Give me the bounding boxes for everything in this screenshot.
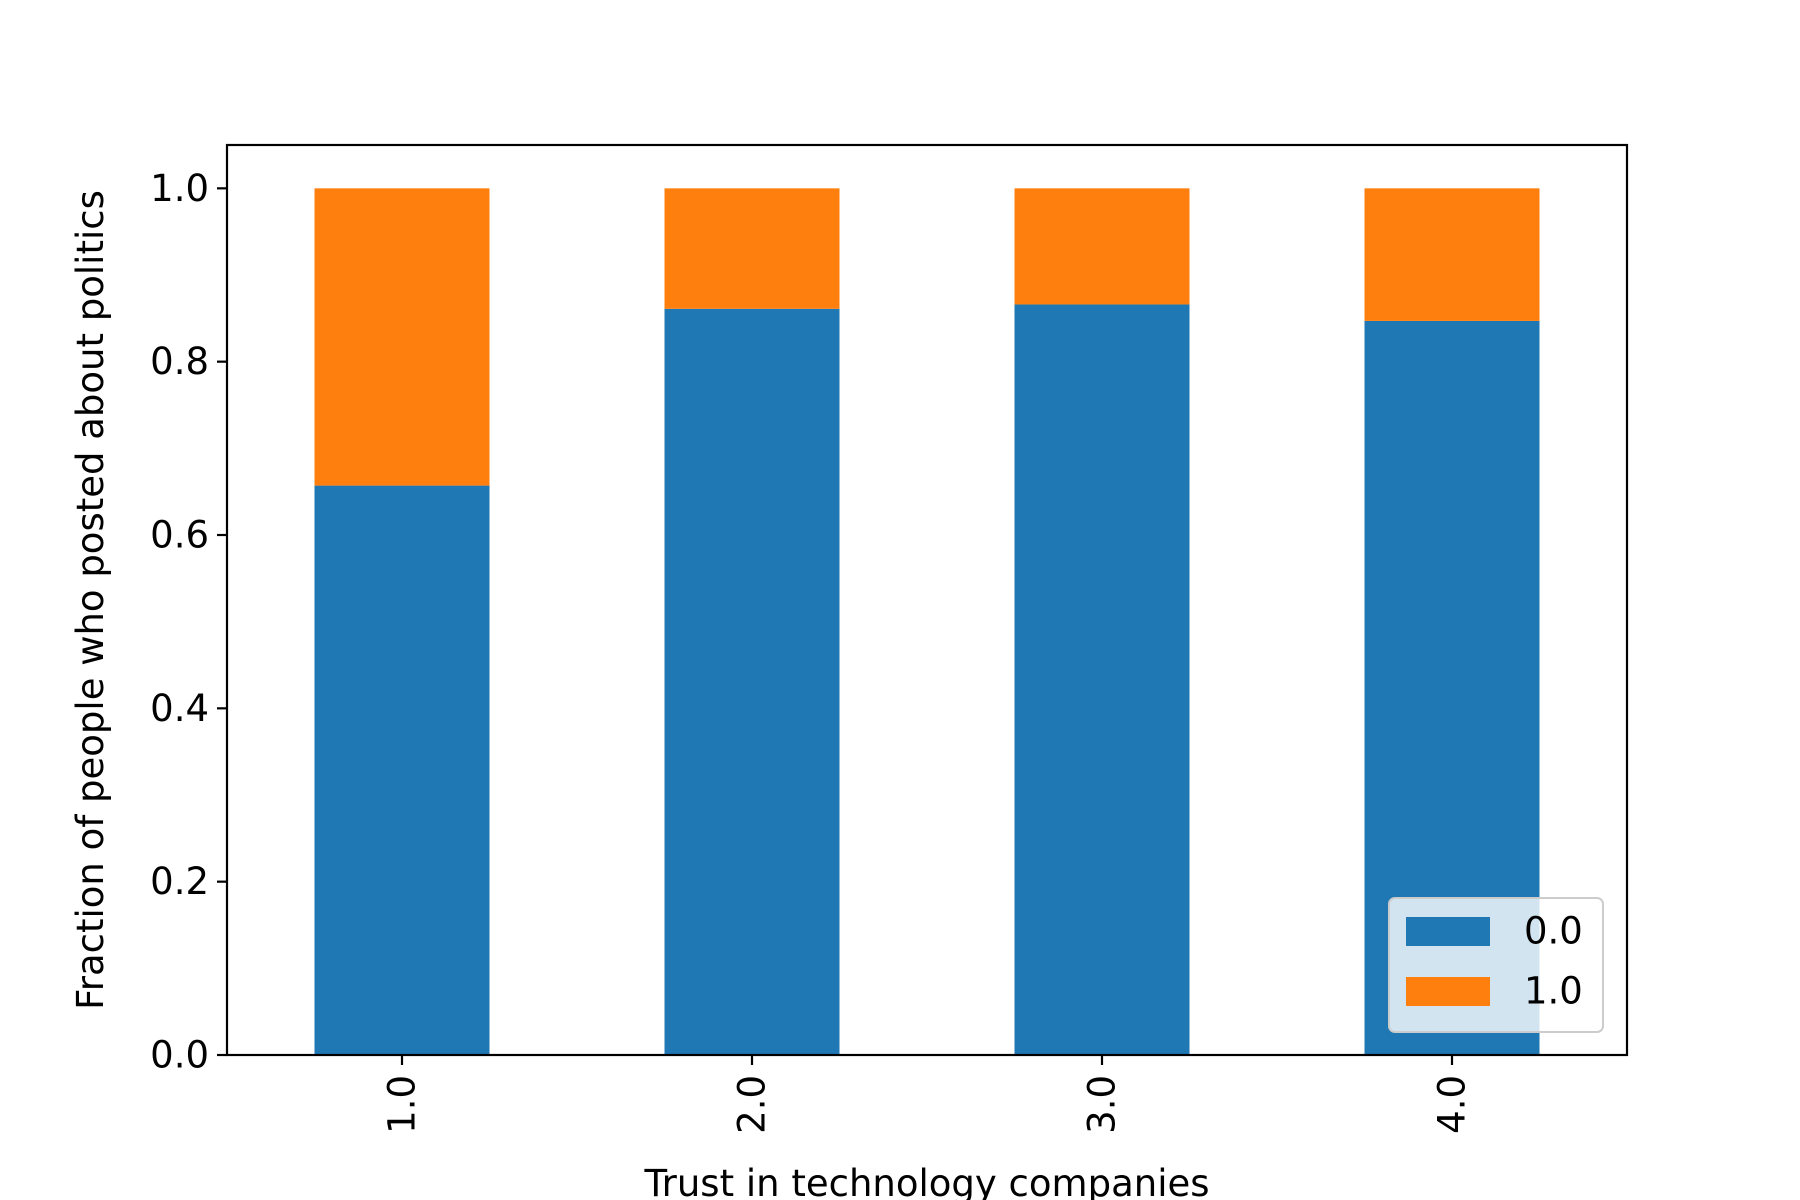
y-tick-label: 0.8	[150, 340, 209, 383]
y-tick-label: 0.4	[150, 687, 209, 730]
bar-3.0-series-1.0	[1014, 188, 1190, 305]
bar-1.0-series-1.0	[314, 188, 490, 486]
bar-4.0-series-1.0	[1364, 188, 1540, 321]
x-tick-label: 1.0	[381, 1075, 424, 1134]
bar-3.0-series-0.0	[1014, 304, 1190, 1055]
y-axis: 0.0 0.2 0.4 0.6 0.8 1.0	[150, 167, 227, 1077]
bar-2.0-series-0.0	[664, 308, 840, 1055]
x-tick-label: 2.0	[731, 1075, 774, 1134]
x-tick-label: 3.0	[1081, 1075, 1124, 1134]
y-axis-title: Fraction of people who posted about poli…	[69, 190, 112, 1010]
plot-frame	[225, 143, 1629, 1057]
y-tick-label: 0.0	[150, 1034, 209, 1077]
legend-swatch	[1406, 917, 1490, 946]
bar-1.0-series-0.0	[314, 485, 490, 1056]
x-axis-title: Trust in technology companies	[643, 1162, 1209, 1200]
legend-label: 0.0	[1524, 910, 1583, 953]
x-tick-label: 4.0	[1431, 1075, 1474, 1134]
y-tick-label: 0.2	[150, 860, 209, 903]
legend-label: 1.0	[1524, 970, 1583, 1013]
legend-swatch	[1406, 977, 1490, 1006]
bar-2.0-series-1.0	[664, 188, 840, 309]
y-tick-label: 1.0	[150, 167, 209, 210]
x-axis: 1.0 2.0 3.0 4.0	[381, 1055, 1474, 1134]
y-tick-label: 0.6	[150, 514, 209, 557]
legend: 0.01.0	[1388, 897, 1604, 1033]
